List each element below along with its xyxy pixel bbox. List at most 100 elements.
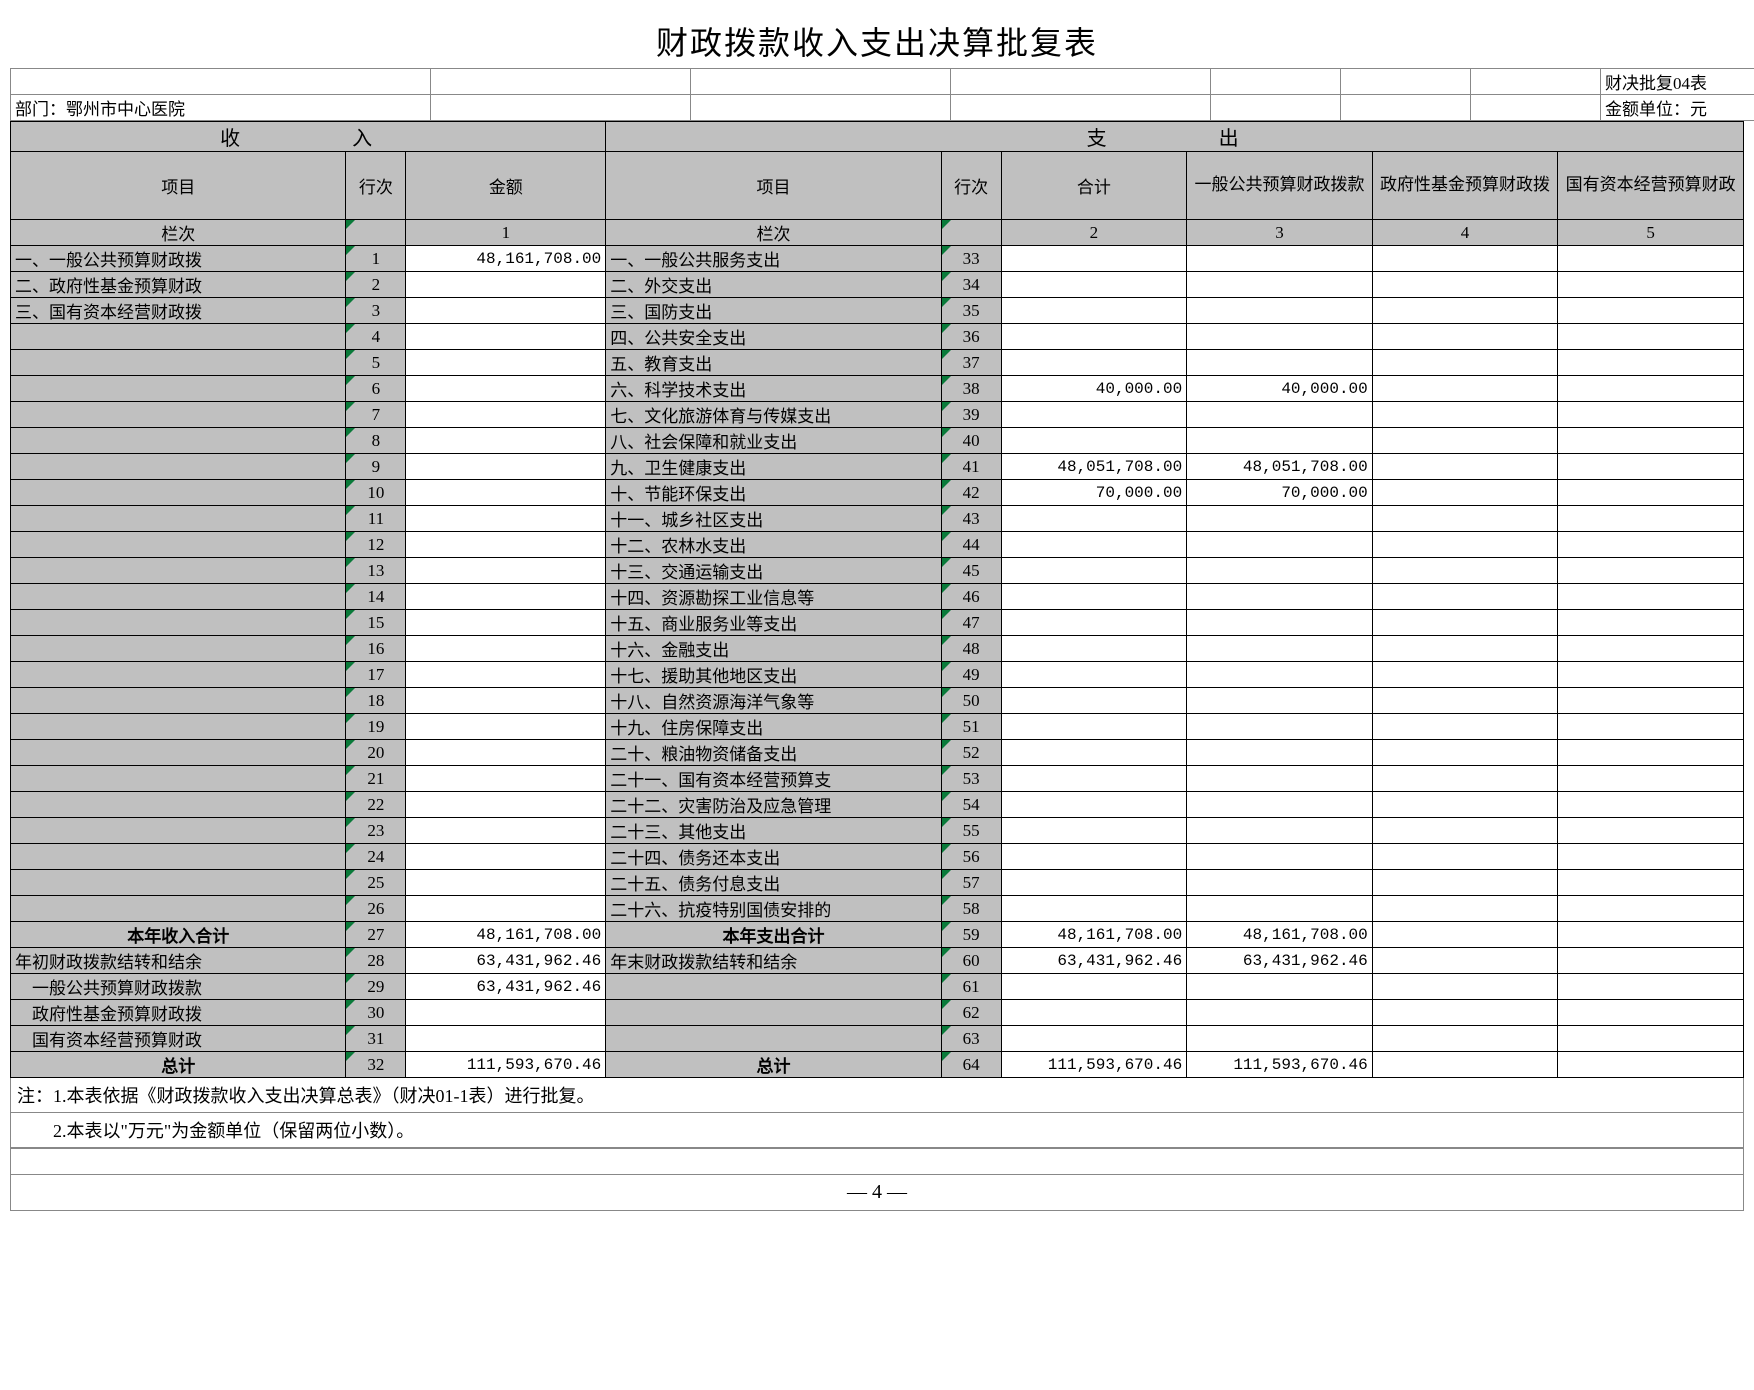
cell-v3 <box>1187 584 1373 610</box>
cell-v4 <box>1372 636 1558 662</box>
cell-v2 <box>1001 896 1187 922</box>
page-number: — 4 — <box>10 1175 1744 1211</box>
note-2: 2.本表以"万元"为金额单位（保留两位小数）。 <box>10 1113 1744 1148</box>
cell-v4 <box>1372 324 1558 350</box>
cell-v2 <box>1001 272 1187 298</box>
cell-v4 <box>1372 480 1558 506</box>
cell-v3 <box>1187 298 1373 324</box>
cell-rownum-right: 51 <box>941 714 1001 740</box>
cell-v3: 48,051,708.00 <box>1187 454 1373 480</box>
cell-amount-left: 48,161,708.00 <box>406 246 606 272</box>
cell-rownum-right: 54 <box>941 792 1001 818</box>
cell-item-right: 年末财政拨款结转和结余 <box>606 948 941 974</box>
cell-v5 <box>1558 506 1744 532</box>
cell-item-left <box>11 480 346 506</box>
cell-v3 <box>1187 532 1373 558</box>
cell-rownum-right: 59 <box>941 922 1001 948</box>
cell-v3 <box>1187 870 1373 896</box>
cell-item-left <box>11 818 346 844</box>
cell-amount-left <box>406 818 606 844</box>
cell-v2 <box>1001 766 1187 792</box>
cell-v5 <box>1558 636 1744 662</box>
cell-rownum-left: 15 <box>346 610 406 636</box>
cell-v4 <box>1372 246 1558 272</box>
cell-v5 <box>1558 350 1744 376</box>
cell-item-left: 一般公共预算财政拨款 <box>11 974 346 1000</box>
cell-amount-left <box>406 662 606 688</box>
cell-item-left: 国有资本经营预算财政 <box>11 1026 346 1052</box>
cell-v4 <box>1372 1052 1558 1078</box>
cell-v2: 111,593,670.46 <box>1001 1052 1187 1078</box>
cell-item-left <box>11 558 346 584</box>
cell-v2 <box>1001 532 1187 558</box>
cell-rownum-left: 32 <box>346 1052 406 1078</box>
cell-v3 <box>1187 350 1373 376</box>
cell-amount-left <box>406 792 606 818</box>
cell-v5 <box>1558 714 1744 740</box>
hdr-c5: 国有资本经营预算财政 <box>1558 152 1744 220</box>
cell-v3: 111,593,670.46 <box>1187 1052 1373 1078</box>
cell-rownum-left: 19 <box>346 714 406 740</box>
cell-v4 <box>1372 714 1558 740</box>
cell-v5 <box>1558 1000 1744 1026</box>
cell-rownum-right: 42 <box>941 480 1001 506</box>
cell-v2 <box>1001 662 1187 688</box>
cell-v4 <box>1372 844 1558 870</box>
cell-rownum-left: 13 <box>346 558 406 584</box>
cell-v5 <box>1558 974 1744 1000</box>
cell-rownum-left: 22 <box>346 792 406 818</box>
cell-rownum-right: 49 <box>941 662 1001 688</box>
cell-v5 <box>1558 1052 1744 1078</box>
cell-item-right: 三、国防支出 <box>606 298 941 324</box>
cell-v3 <box>1187 688 1373 714</box>
cell-v5 <box>1558 272 1744 298</box>
cell-v3 <box>1187 610 1373 636</box>
cell-amount-left <box>406 480 606 506</box>
cell-v2 <box>1001 974 1187 1000</box>
cell-v5 <box>1558 792 1744 818</box>
cell-v3 <box>1187 714 1373 740</box>
cell-rownum-right: 46 <box>941 584 1001 610</box>
cell-v4 <box>1372 792 1558 818</box>
cell-v4 <box>1372 558 1558 584</box>
cell-rownum-right: 33 <box>941 246 1001 272</box>
cell-v2 <box>1001 688 1187 714</box>
cell-item-left <box>11 714 346 740</box>
lanci-label-left: 栏次 <box>11 220 346 246</box>
cell-v4 <box>1372 428 1558 454</box>
cell-v3: 70,000.00 <box>1187 480 1373 506</box>
cell-amount-left <box>406 766 606 792</box>
cell-amount-left <box>406 376 606 402</box>
cell-v4 <box>1372 870 1558 896</box>
cell-rownum-right: 57 <box>941 870 1001 896</box>
cell-v2 <box>1001 1000 1187 1026</box>
cell-item-right: 四、公共安全支出 <box>606 324 941 350</box>
cell-v5 <box>1558 870 1744 896</box>
cell-rownum-left: 5 <box>346 350 406 376</box>
cell-rownum-right: 41 <box>941 454 1001 480</box>
cell-v2 <box>1001 428 1187 454</box>
cell-v4 <box>1372 740 1558 766</box>
cell-rownum-left: 26 <box>346 896 406 922</box>
cell-item-right: 二十五、债务付息支出 <box>606 870 941 896</box>
cell-v5 <box>1558 298 1744 324</box>
cell-rownum-right: 58 <box>941 896 1001 922</box>
cell-v5 <box>1558 688 1744 714</box>
cell-v2: 40,000.00 <box>1001 376 1187 402</box>
cell-amount-left <box>406 1000 606 1026</box>
cell-v4 <box>1372 948 1558 974</box>
cell-rownum-left: 31 <box>346 1026 406 1052</box>
cell-v3 <box>1187 246 1373 272</box>
cell-rownum-right: 45 <box>941 558 1001 584</box>
lanci-1: 1 <box>406 220 606 246</box>
cell-rownum-left: 14 <box>346 584 406 610</box>
cell-item-left <box>11 636 346 662</box>
cell-item-left <box>11 688 346 714</box>
cell-rownum-right: 44 <box>941 532 1001 558</box>
cell-v4 <box>1372 272 1558 298</box>
cell-item-right: 七、文化旅游体育与传媒支出 <box>606 402 941 428</box>
cell-rownum-left: 17 <box>346 662 406 688</box>
unit-label: 金额单位：元 <box>1601 95 1754 121</box>
cell-v2: 48,051,708.00 <box>1001 454 1187 480</box>
cell-item-left <box>11 584 346 610</box>
